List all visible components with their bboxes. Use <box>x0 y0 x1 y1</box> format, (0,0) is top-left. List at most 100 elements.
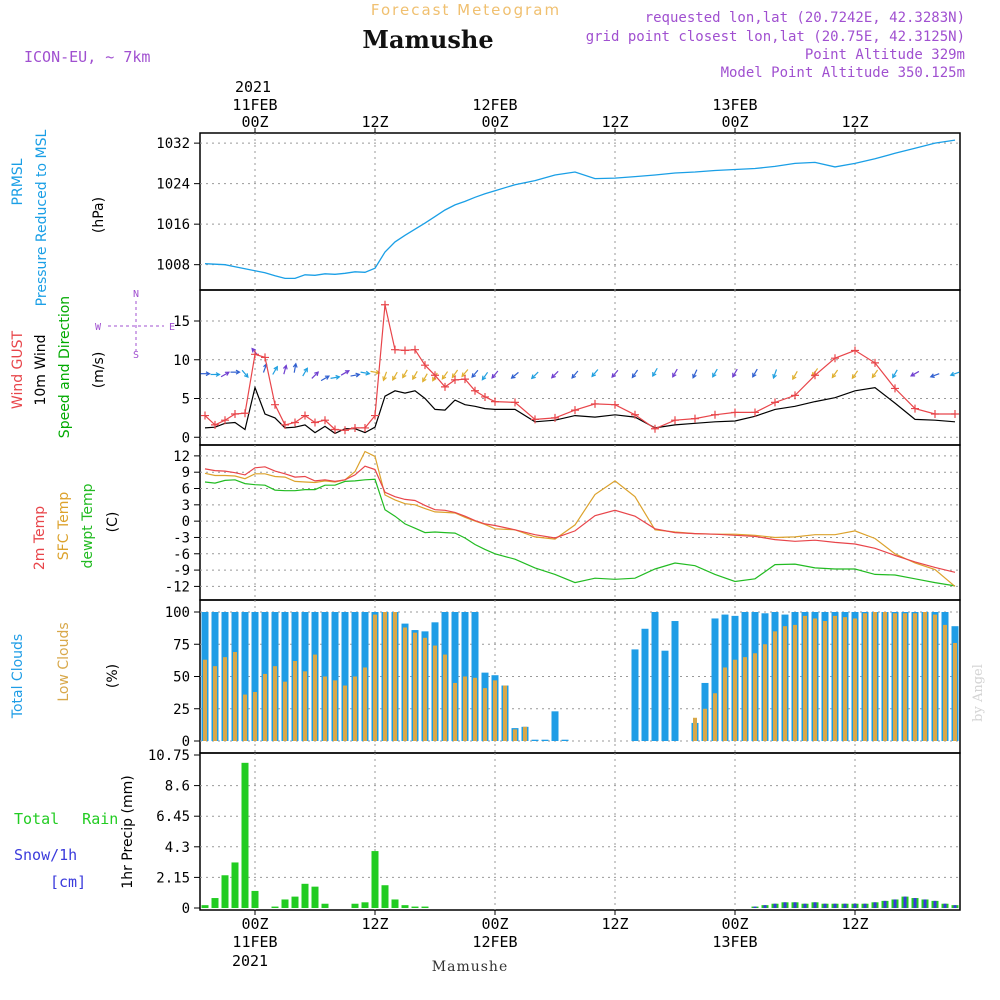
snow-bar <box>753 906 757 908</box>
y-tick-label: -3 <box>173 530 190 546</box>
wind-arrow-head <box>282 364 288 370</box>
gust-marker <box>401 346 409 355</box>
wind-arrow <box>531 371 539 379</box>
low-clouds-bar <box>383 612 387 741</box>
snow-bar <box>793 902 797 908</box>
dewpt-temp-line <box>204 478 956 587</box>
pressure-unit: (hPa) <box>91 197 107 233</box>
wind-arrow-head <box>831 373 837 379</box>
wind-arrow <box>241 369 249 378</box>
compass-south: S <box>133 350 139 361</box>
wind-arrow <box>272 366 278 375</box>
total-clouds-bar <box>341 612 349 741</box>
wind-arrow-head <box>631 373 637 379</box>
low-clouds-bar <box>513 729 517 741</box>
gust-marker <box>221 416 229 425</box>
total-clouds-bar <box>531 739 539 741</box>
low-clouds-bar <box>423 637 427 741</box>
wind-arrow-head <box>530 374 536 380</box>
wind-arrow-head <box>251 347 257 353</box>
wind-arrow <box>712 368 718 378</box>
snow-bar <box>863 903 867 908</box>
snow-label: Snow/1h <box>14 846 77 864</box>
product-title: Forecast Meteogram <box>371 1 561 19</box>
compass-rose: N E S W <box>95 289 175 361</box>
gust-marker <box>871 358 879 367</box>
bottom-tick-time: 12Z <box>361 915 388 933</box>
low-clouds-bar <box>843 617 847 741</box>
panel-frame <box>199 132 961 291</box>
low-clouds-bar <box>493 680 497 741</box>
rain-bar <box>281 899 289 908</box>
wind-arrow <box>772 369 778 379</box>
low-clouds-bar <box>863 613 867 741</box>
wind-arrow <box>752 368 758 378</box>
snow-bar <box>823 903 827 908</box>
gust-marker <box>411 345 419 354</box>
snow-bar <box>883 900 887 908</box>
wind-arrow <box>910 370 920 377</box>
y-tick-label: 1024 <box>156 177 190 193</box>
gust-marker <box>691 414 699 423</box>
low-clouds-bar <box>873 612 877 741</box>
wind-arrow <box>631 369 639 378</box>
wind-arrow-head <box>422 377 427 383</box>
gust-marker <box>231 410 239 418</box>
wind-arrow-head <box>335 374 341 380</box>
rain-bar <box>291 896 299 908</box>
pressure-label-msl: Pressure Reduced to MSL <box>34 129 50 306</box>
total-clouds-bar <box>251 612 259 741</box>
wind-arrow <box>692 369 698 379</box>
gust-marker <box>811 371 819 380</box>
wind-arrow-head <box>235 369 241 375</box>
low-clouds-label: Low Clouds <box>56 622 72 701</box>
bottom-tick-date: 11FEB <box>232 933 277 951</box>
top-tick-time: 00Z <box>721 113 748 131</box>
wind-arrow <box>611 369 619 378</box>
wind-arrow-head <box>550 373 556 379</box>
wind-arrow-head <box>224 371 230 376</box>
wind-arrow <box>851 370 859 379</box>
y-tick-label: 15 <box>173 314 190 330</box>
low-clouds-bar <box>473 677 477 741</box>
compass-east: E <box>169 322 175 333</box>
wind-arrow-head <box>591 372 597 378</box>
low-clouds-bar <box>803 615 807 741</box>
top-tick-time: 00Z <box>241 113 268 131</box>
snow-bar <box>783 902 787 908</box>
gust-marker <box>911 404 919 413</box>
gust-marker <box>631 410 639 419</box>
wind-arrow <box>262 363 268 373</box>
total-clouds-bar <box>651 612 659 741</box>
gust-marker <box>361 423 369 432</box>
snow-unit-label: [cm] <box>50 873 86 891</box>
low-clouds-bar <box>693 717 697 741</box>
precip-unit: 1hr Precip (mm) <box>120 775 136 888</box>
compass-west: W <box>95 322 102 333</box>
top-tick-date: 12FEB <box>472 96 517 114</box>
low-clouds-bar <box>893 613 897 741</box>
point-altitude: Point Altitude 329m <box>805 47 965 63</box>
rain-bar <box>411 906 419 908</box>
gust-marker <box>441 382 449 391</box>
gust-marker <box>261 353 269 362</box>
wind-arrow <box>220 371 230 378</box>
temp-sfc-label: SFC Temp <box>56 492 72 561</box>
clouds-unit: (%) <box>105 664 121 688</box>
wind-arrow <box>672 368 678 378</box>
gust-marker <box>831 354 839 363</box>
gust-marker <box>951 410 959 418</box>
low-clouds-bar <box>203 659 207 741</box>
snow-bar <box>803 903 807 908</box>
total-clouds-bar <box>451 612 459 741</box>
rain-bar <box>221 875 229 908</box>
y-tick-label: 0 <box>182 514 190 530</box>
gust-marker <box>531 415 539 424</box>
y-tick-label: 50 <box>173 670 190 686</box>
low-clouds-bar <box>343 685 347 741</box>
gust-marker <box>891 384 899 393</box>
low-clouds-bar <box>943 624 947 741</box>
rain-bar <box>371 851 379 908</box>
low-clouds-bar <box>433 645 437 741</box>
